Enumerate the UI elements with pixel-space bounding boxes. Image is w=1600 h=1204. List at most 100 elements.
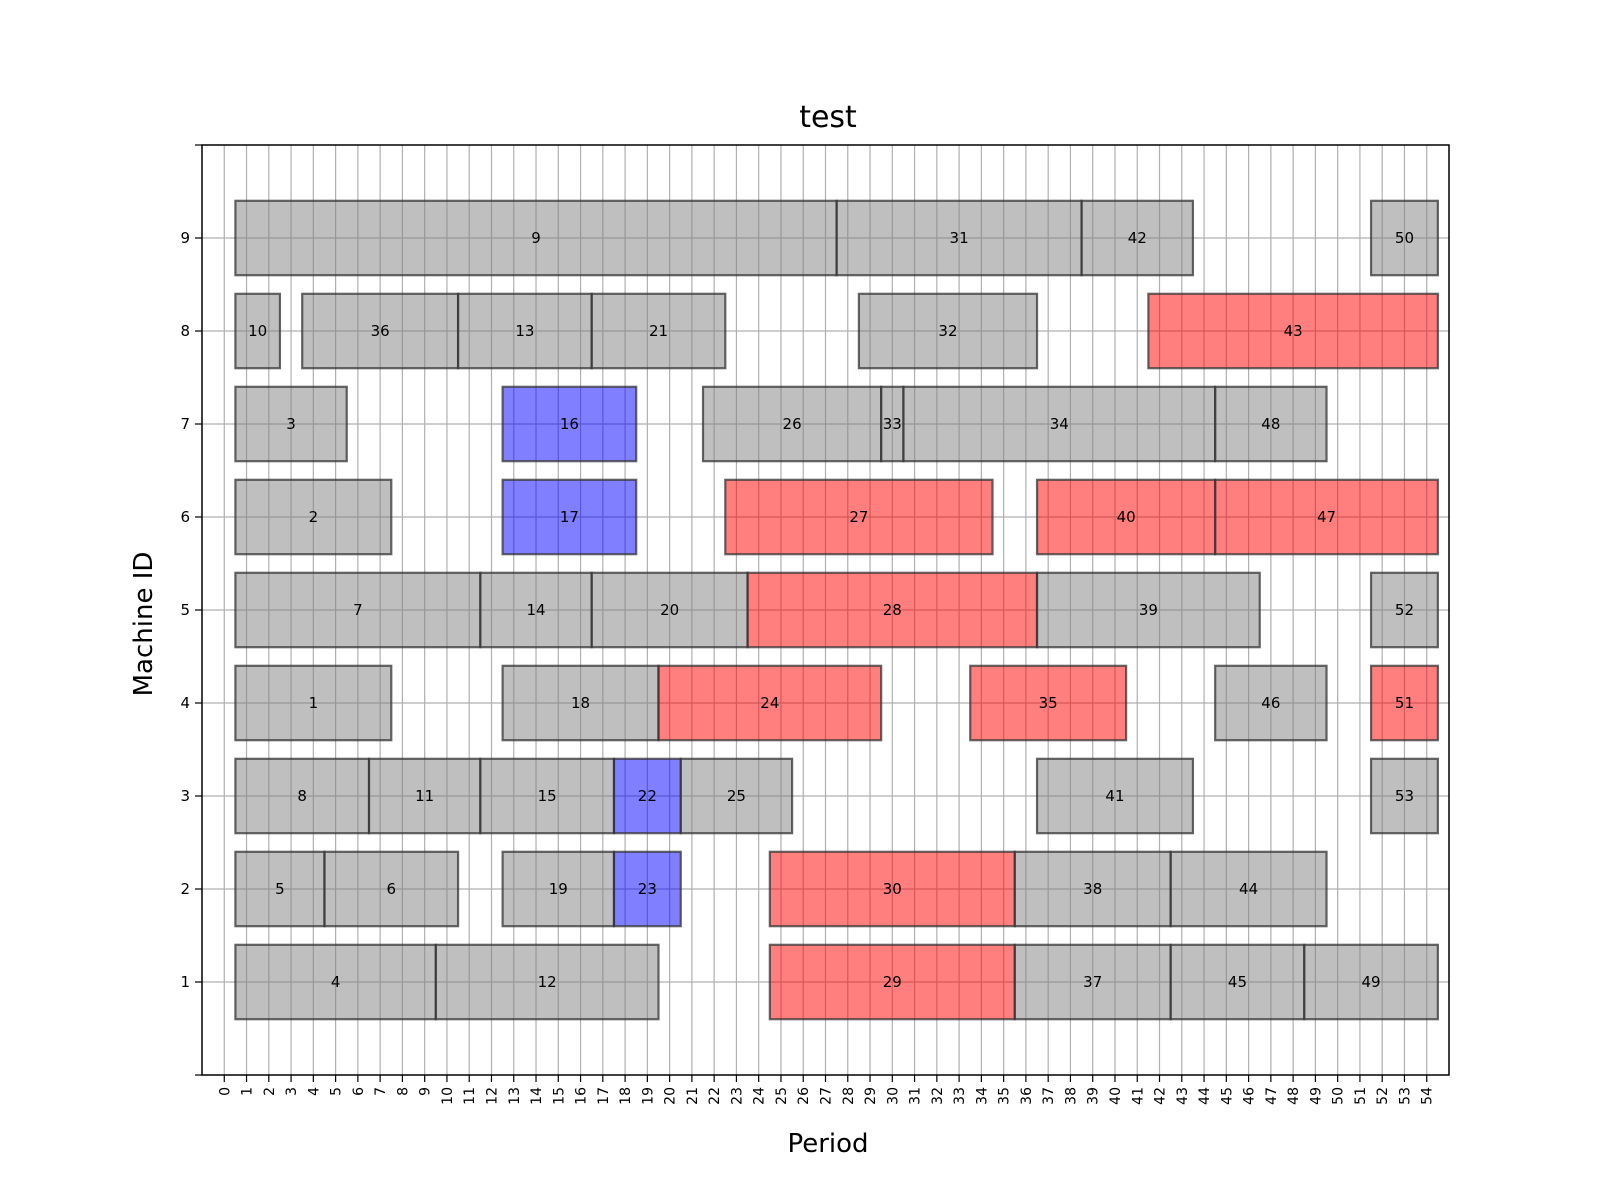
task-bar-outline: [590, 292, 727, 370]
task-bar-42: [1080, 199, 1195, 277]
task-bar-outline: [1035, 757, 1195, 835]
x-tick-label: 51: [1353, 1087, 1369, 1105]
task-bar-outline: [679, 757, 794, 835]
task-label: 29: [883, 973, 902, 991]
task-bar-outline: [1214, 664, 1328, 742]
task-label: 16: [560, 415, 579, 433]
task-label: 52: [1395, 601, 1414, 619]
task-bar-outline: [234, 385, 348, 463]
task-bar-fill: [1371, 572, 1438, 648]
task-label: 7: [353, 601, 363, 619]
task-bars: [234, 199, 1439, 1021]
task-bar-46: [1214, 664, 1328, 742]
x-tick-label: 42: [1153, 1087, 1169, 1105]
task-bar-10: [234, 292, 282, 370]
task-bar-45: [1169, 943, 1306, 1021]
task-bar-1: [234, 664, 393, 742]
task-label: 47: [1317, 508, 1336, 526]
task-label: 37: [1083, 973, 1102, 991]
task-bar-outline: [612, 850, 682, 928]
x-tick-label: 31: [908, 1087, 924, 1105]
task-bar-outline: [323, 850, 460, 928]
task-bar-fill: [858, 293, 1038, 369]
task-bar-fill: [235, 479, 392, 555]
x-axis-label: Period: [787, 1129, 868, 1159]
task-bar-34: [902, 385, 1217, 463]
x-tick-label: 4: [306, 1087, 322, 1096]
task-bar-outline: [1369, 757, 1439, 835]
task-label: 25: [727, 787, 746, 805]
task-bar-51: [1369, 664, 1439, 742]
task-bar-21: [590, 292, 727, 370]
task-bar-53: [1369, 757, 1439, 835]
task-bar-fill: [1014, 944, 1171, 1020]
task-bar-13: [456, 292, 593, 370]
task-bar-fill: [480, 572, 592, 648]
task-bar-47: [1214, 478, 1439, 556]
task-label: 17: [560, 508, 579, 526]
x-tick-label: 11: [462, 1087, 478, 1105]
y-tick-label: 7: [180, 415, 190, 433]
task-bar-fill: [1371, 665, 1438, 741]
task-bar-fill: [613, 758, 681, 834]
task-label: 5: [275, 880, 285, 898]
task-label: 14: [526, 601, 545, 619]
task-bar-7: [234, 571, 482, 649]
task-bar-2: [234, 478, 393, 556]
task-bar-fill: [235, 293, 280, 369]
y-tick-label: 9: [180, 229, 190, 247]
task-bar-fill: [235, 200, 837, 276]
task-bar-outline: [857, 292, 1039, 370]
task-label: 32: [938, 322, 957, 340]
task-label: 8: [297, 787, 307, 805]
task-bar-fill: [435, 944, 659, 1020]
task-bar-fill: [903, 386, 1216, 462]
task-bar-49: [1303, 943, 1439, 1021]
x-tick-label: 38: [1063, 1087, 1079, 1105]
task-label: 50: [1395, 229, 1414, 247]
x-tick-label: 0: [217, 1087, 233, 1096]
x-tick-label: 24: [752, 1087, 768, 1105]
x-tick-label: 10: [440, 1087, 456, 1105]
task-label: 26: [783, 415, 802, 433]
task-label: 13: [515, 322, 534, 340]
y-axis-label: Machine ID: [129, 552, 159, 697]
task-bar-fill: [613, 851, 681, 927]
task-bar-38: [1013, 850, 1172, 928]
y-tick-label: 1: [180, 973, 190, 991]
task-bar-31: [835, 199, 1083, 277]
task-bar-fill: [591, 293, 726, 369]
task-bar-fill: [324, 851, 459, 927]
task-bar-36: [301, 292, 460, 370]
task-bar-fill: [235, 944, 436, 1020]
y-tick-label: 6: [180, 508, 190, 526]
task-bar-fill: [836, 200, 1082, 276]
task-label: 30: [883, 880, 902, 898]
task-label: 20: [660, 601, 679, 619]
task-label: 49: [1362, 973, 1381, 991]
task-bar-18: [501, 664, 660, 742]
task-bar-40: [1035, 478, 1217, 556]
y-tick-label: 8: [180, 322, 190, 340]
x-tick-label: 52: [1375, 1087, 1391, 1105]
x-tick-label: 9: [418, 1087, 434, 1096]
task-bar-outline: [1214, 385, 1328, 463]
y-tick-label: 4: [180, 694, 190, 712]
task-bar-fill: [235, 851, 325, 927]
task-bar-fill: [1148, 293, 1438, 369]
x-tick-label: 22: [707, 1087, 723, 1105]
x-tick-label: 43: [1175, 1087, 1191, 1105]
task-bar-fill: [458, 293, 592, 369]
task-bar-fill: [725, 479, 993, 555]
task-bar-fill: [658, 665, 882, 741]
task-bar-fill: [502, 851, 614, 927]
task-bar-outline: [657, 664, 883, 742]
task-label: 35: [1039, 694, 1058, 712]
task-label: 1: [309, 694, 319, 712]
task-bar-fill: [235, 665, 392, 741]
task-label: 19: [549, 880, 568, 898]
task-bar-28: [746, 571, 1039, 649]
x-tick-label: 17: [596, 1087, 612, 1105]
task-label: 27: [849, 508, 868, 526]
task-bar-43: [1147, 292, 1439, 370]
